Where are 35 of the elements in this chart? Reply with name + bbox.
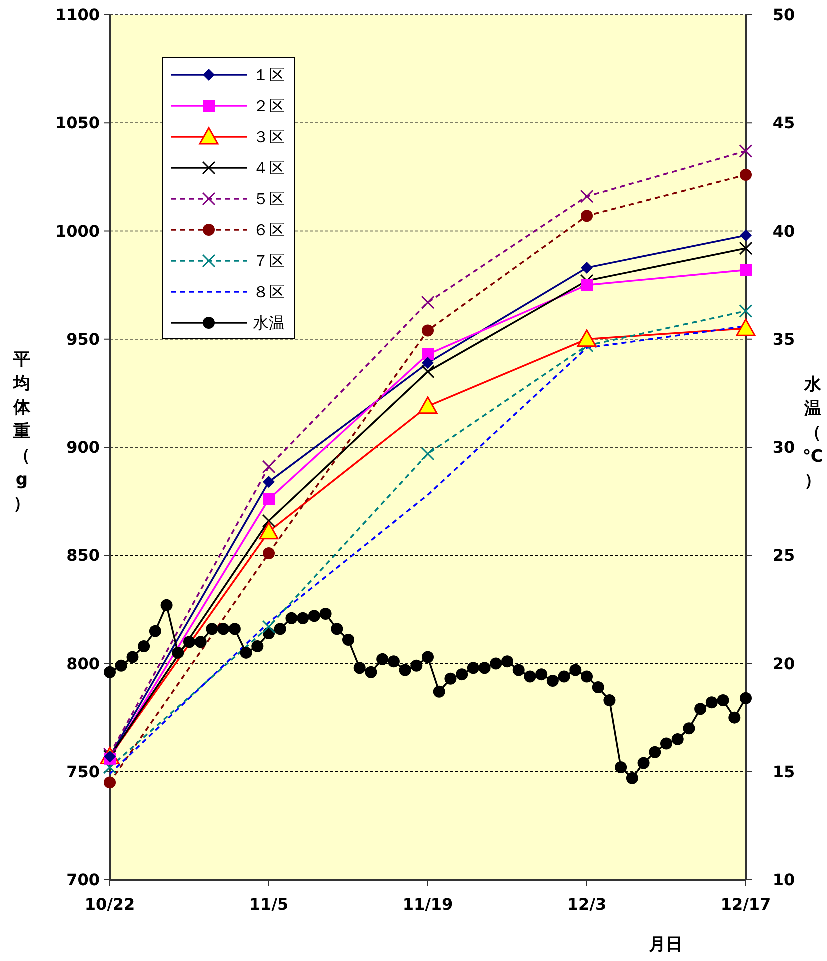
y2-tick-label: 25	[772, 546, 796, 566]
y2-tick-label: 35	[772, 330, 796, 349]
x-tick-label: 11/5	[249, 895, 289, 914]
legend-label: ４区	[253, 158, 285, 178]
legend-label: ７区	[253, 252, 285, 271]
legend-label: ５区	[253, 190, 285, 209]
y-tick-label: 1050	[55, 114, 100, 133]
y2-tick-label: 30	[772, 438, 796, 458]
y2-tick-label: 10	[772, 870, 796, 890]
legend-label: 水温	[253, 314, 285, 333]
legend-label: ６区	[253, 220, 285, 240]
legend-label: ３区	[253, 128, 285, 147]
x-tick-label: 12/17	[720, 895, 772, 914]
legend-label: ８区	[253, 282, 285, 302]
y-tick-label: 950	[66, 330, 100, 349]
y-axis-title: 平均体重（g）	[12, 350, 32, 514]
y-tick-label: 1100	[55, 6, 100, 25]
y2-tick-label: 50	[772, 6, 796, 25]
x-tick-label: 10/22	[84, 895, 136, 914]
y-tick-label: 800	[66, 654, 100, 674]
x-tick-label: 11/19	[402, 895, 454, 914]
legend-label: ２区	[253, 96, 285, 116]
y-tick-label: 1000	[55, 222, 100, 241]
x-axis-title: 月日	[648, 935, 683, 955]
y-tick-label: 850	[66, 546, 100, 566]
x-tick-label: 12/3	[567, 895, 607, 914]
y2-tick-label: 40	[772, 222, 796, 241]
y2-tick-label: 45	[772, 114, 796, 133]
y-tick-label: 700	[66, 870, 100, 890]
y2-tick-label: 20	[772, 654, 796, 674]
y-tick-label: 750	[66, 762, 100, 782]
y2-tick-label: 15	[772, 762, 796, 782]
y-tick-label: 900	[66, 438, 100, 458]
legend-label: １区	[253, 66, 285, 85]
y2-axis-title: 水温（℃）	[802, 375, 824, 491]
